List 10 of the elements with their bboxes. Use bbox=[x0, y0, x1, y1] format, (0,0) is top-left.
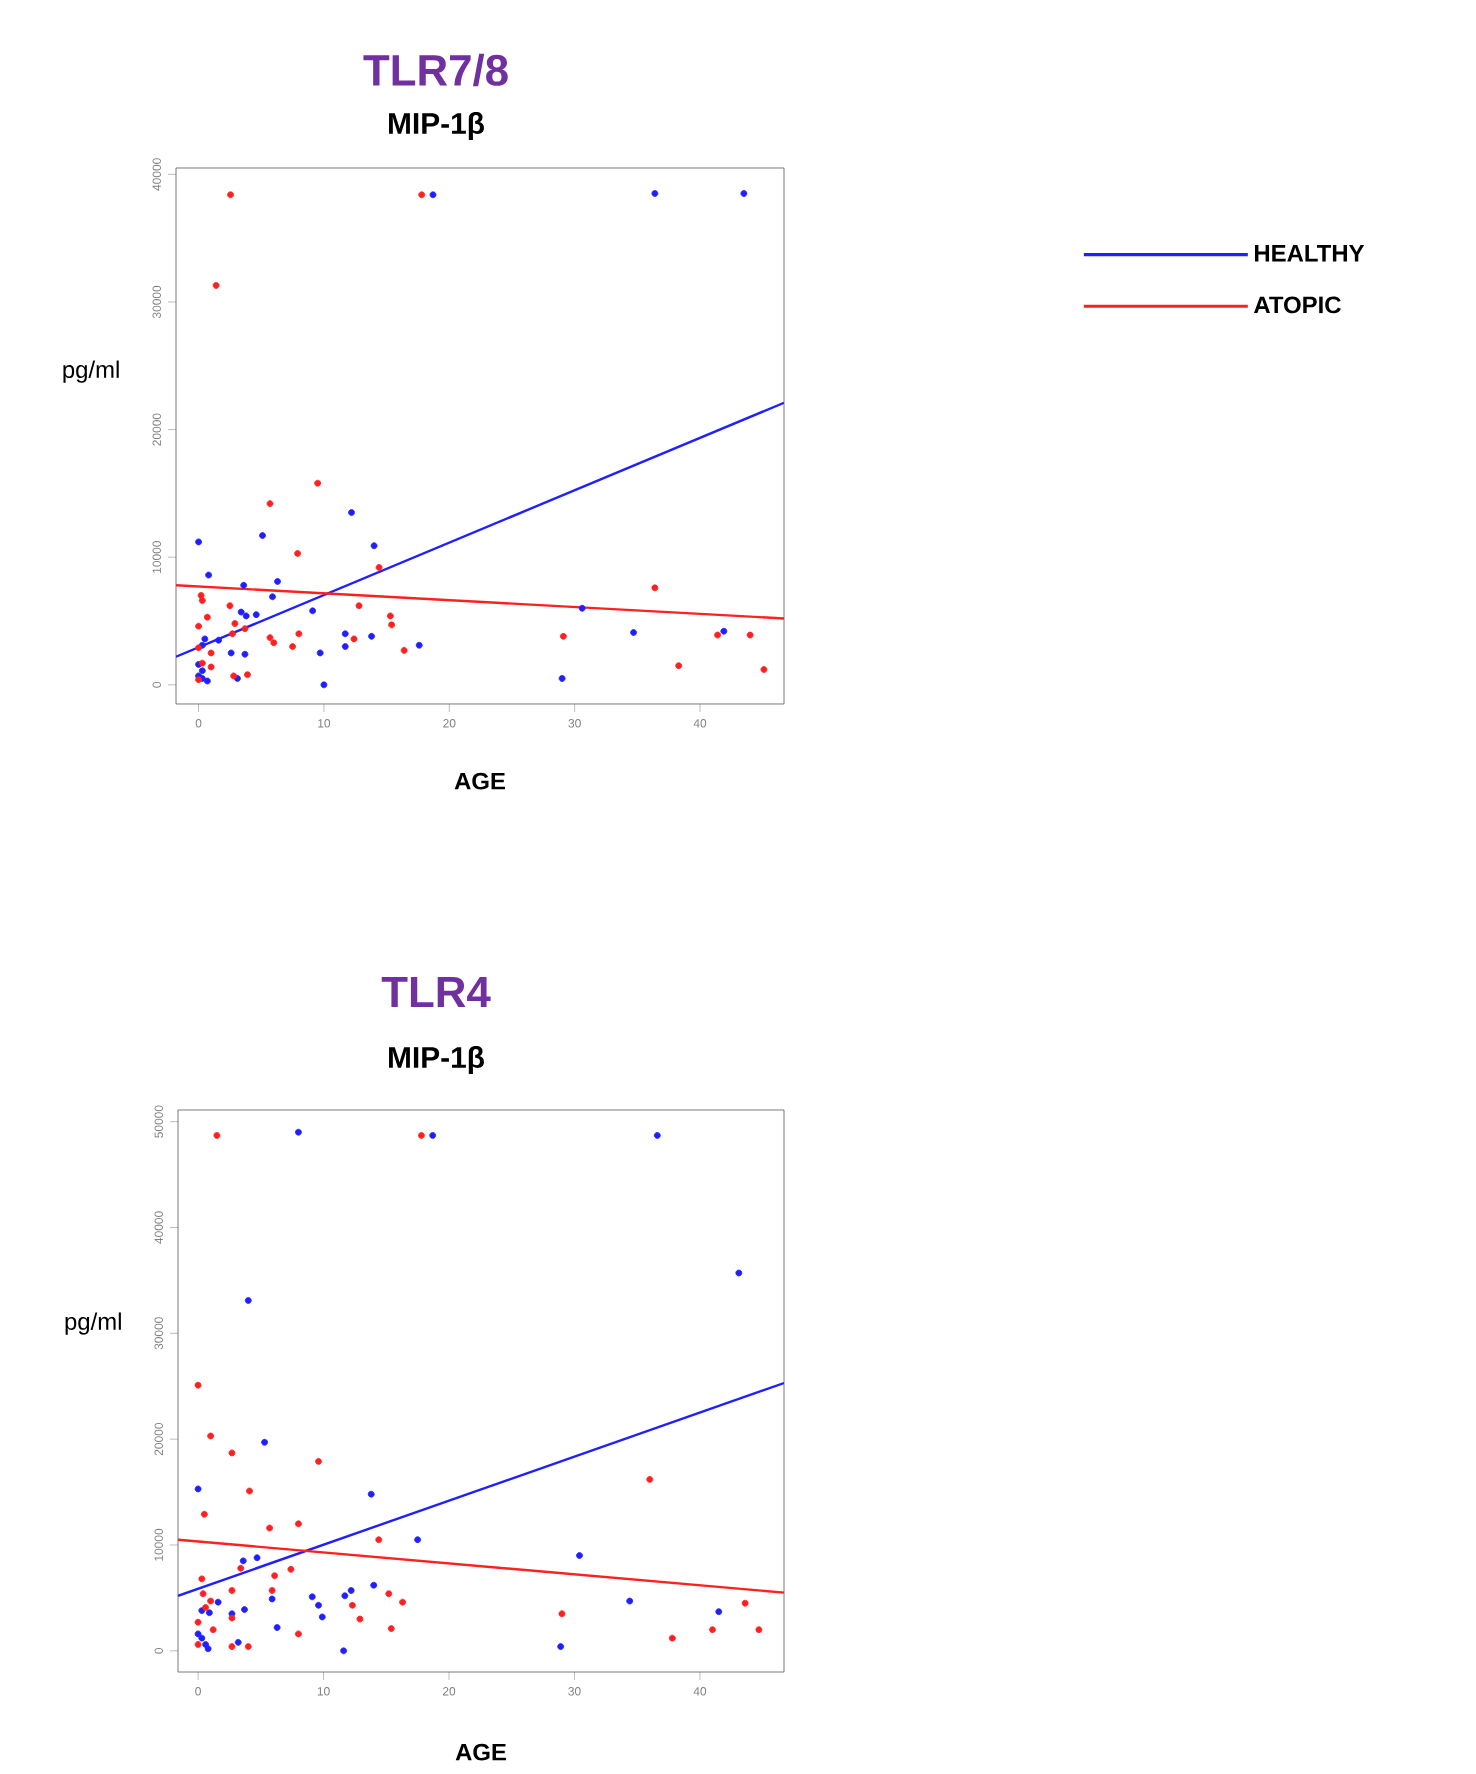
y-axis-title: pg/ml bbox=[65, 1312, 121, 1335]
text: HEALTHY bbox=[1254, 245, 1365, 262]
y-axis-title: pg/ml bbox=[63, 360, 119, 383]
x-axis-title: AGE bbox=[455, 1743, 506, 1761]
chart-title: TLR4 bbox=[381, 976, 491, 1008]
x-axis-title: AGE bbox=[454, 772, 505, 790]
chart-title: TLR7/8 bbox=[363, 53, 508, 87]
text: ATOPIC bbox=[1253, 296, 1341, 314]
chart-subtitle: MIP-1β bbox=[389, 1046, 484, 1074]
chart-subtitle: MIP-1β bbox=[389, 112, 484, 140]
